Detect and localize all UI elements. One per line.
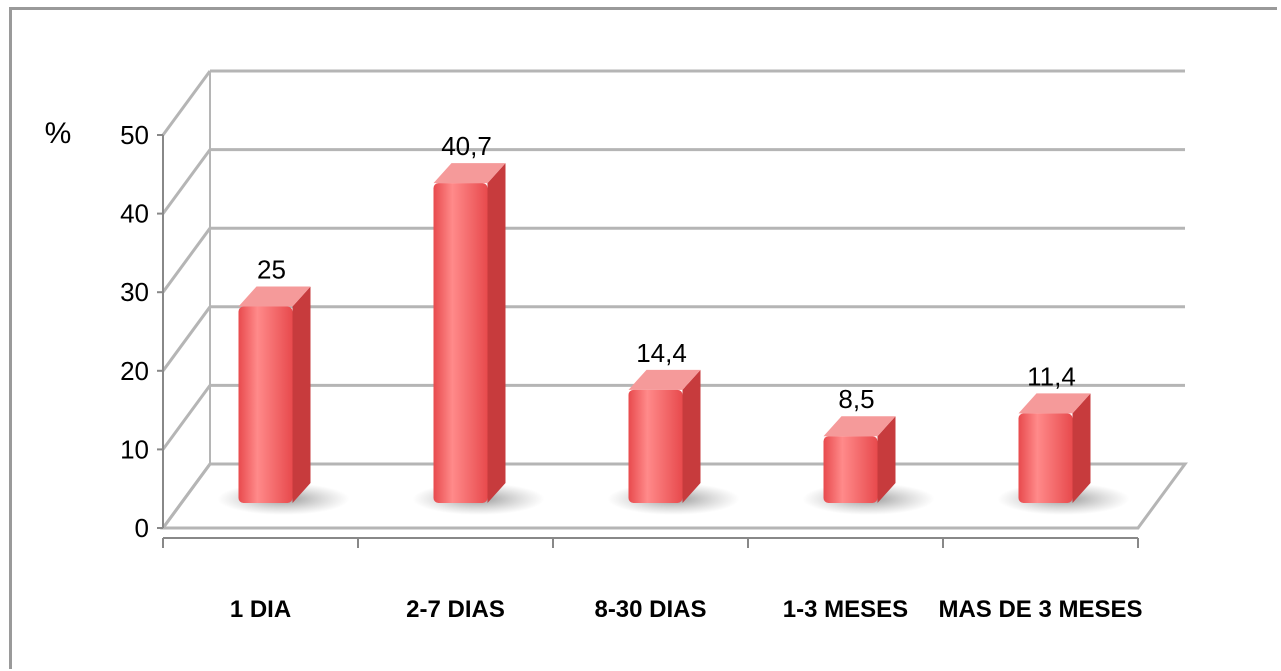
gridline-diag-50 (161, 70, 212, 136)
data-label-0: 25 (257, 255, 286, 285)
x-tick-label-1: 2-7 DIAS (406, 596, 505, 623)
bar-4 (1018, 413, 1073, 503)
bar-top-3 (823, 416, 896, 437)
data-label-3: 8,5 (838, 384, 874, 414)
x-tick-label-0: 1 DIA (230, 596, 291, 623)
x-tick-label-4: MAS DE 3 MESES (938, 596, 1142, 623)
y-tick-label-20: 20 (120, 356, 149, 386)
bar-side-3 (877, 416, 896, 503)
bar-3 (823, 436, 878, 503)
data-label-4: 11,4 (1027, 361, 1076, 391)
y-tick-label-50: 50 (120, 120, 149, 150)
bar-0 (238, 306, 293, 503)
y-axis-label: % (45, 117, 72, 150)
bar-side-2 (682, 369, 701, 503)
gridline-diag-20 (161, 305, 212, 372)
gridline-diag-40 (161, 148, 212, 215)
data-label-1: 40,7 (441, 131, 492, 161)
chart-frame (9, 7, 1277, 669)
labels: 0 10 20 30 40 50% 25 1 DIA 40,7 2-7 DIAS 14,4 8-30 … (45, 117, 1143, 623)
bar-top-1 (433, 163, 506, 184)
bar-2 (628, 389, 683, 503)
bar-1 (433, 183, 488, 503)
y-tick-label-40: 40 (120, 199, 149, 229)
bar-top-2 (628, 369, 701, 390)
bar-side-0 (292, 286, 311, 503)
gridline-diag-30 (161, 227, 212, 294)
y-tick-label-10: 10 (120, 434, 149, 464)
gridline-diag-10 (161, 384, 212, 451)
bar-side-4 (1072, 393, 1091, 503)
bar-top-0 (238, 286, 311, 307)
bar-side-1 (487, 163, 506, 503)
y-tick-label-30: 30 (120, 277, 149, 307)
bars (217, 163, 1130, 515)
x-tick-label-3: 1-3 MESES (783, 596, 908, 623)
bar-top-4 (1018, 393, 1091, 414)
x-tick-label-2: 8-30 DIAS (594, 596, 706, 623)
axes (157, 134, 1139, 548)
data-label-2: 14,4 (636, 338, 687, 368)
y-tick-label-0: 0 (135, 513, 149, 543)
gridline-diag-0 (161, 463, 212, 529)
